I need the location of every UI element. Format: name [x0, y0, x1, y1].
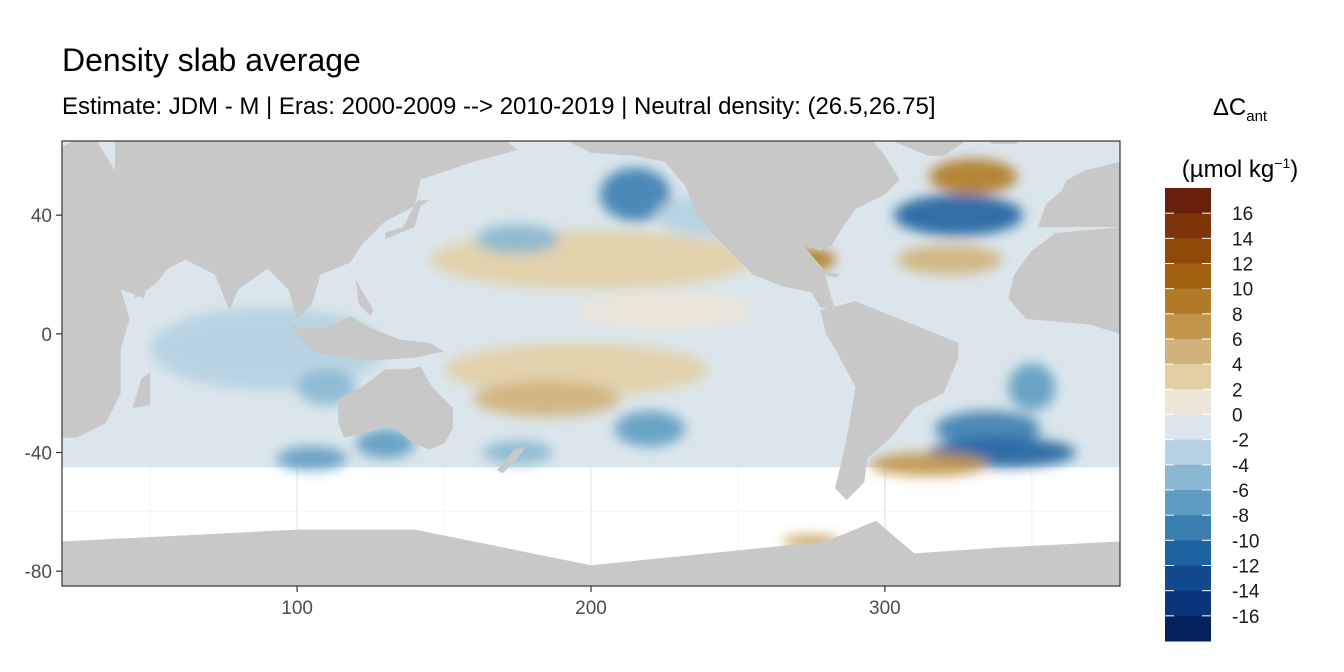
land-antarctica [62, 520, 1120, 586]
legend-title-sub: ant [1246, 107, 1268, 125]
land-europe [1037, 161, 1120, 228]
y-tick-label: 40 [31, 206, 52, 227]
land-philippines [355, 280, 374, 317]
colorbar-step [1165, 263, 1211, 290]
anomaly-region [934, 410, 1041, 447]
colorbar-step [1165, 464, 1211, 491]
land-south-america [820, 301, 959, 500]
colorbar-step [1165, 615, 1211, 642]
land-cuba [811, 268, 841, 278]
colorbar-step [1165, 565, 1211, 592]
legend-title: ΔCant (µmol kg−1) [1160, 85, 1320, 193]
colorbar-step [1165, 313, 1211, 340]
colorbar-label: 6 [1232, 330, 1243, 351]
y-tick-label: -80 [25, 562, 52, 583]
anomaly-region [893, 194, 1024, 236]
anomaly-region [297, 369, 356, 406]
x-tick-label: 200 [575, 598, 607, 619]
anomaly-region [599, 167, 671, 222]
y-tick-label: -40 [25, 444, 52, 465]
anomaly-region [473, 381, 621, 417]
land-north-america [567, 141, 900, 311]
colorbar-label: -14 [1232, 582, 1260, 603]
land-mask [62, 141, 1120, 586]
chart-subtitle: Estimate: JDM - M | Eras: 2000-2009 --> … [62, 93, 936, 120]
colorbar-step [1165, 339, 1211, 365]
anomaly-region [614, 410, 686, 447]
colorbar-step [1165, 590, 1211, 617]
colorbar-label: 2 [1232, 380, 1243, 401]
colorbar-step [1165, 238, 1211, 264]
anomaly-region [444, 342, 709, 397]
colorbar-label: -16 [1232, 607, 1259, 628]
anomaly-region [576, 292, 753, 328]
anomaly-region [870, 452, 988, 477]
x-tick-label: 100 [281, 598, 313, 619]
colorbar-label: 12 [1232, 255, 1253, 276]
anomaly-region [476, 224, 559, 254]
colorbar: 16 14 12 10 8 6 4 2 0 -2 -4 -6 -8 -10 -12 -14 -16 [1165, 188, 1260, 642]
colorbar-step [1165, 188, 1211, 214]
colorbar-label: 10 [1232, 280, 1253, 301]
colorbar-step [1165, 213, 1211, 239]
colorbar-label: -8 [1232, 506, 1249, 527]
colorbar-step [1165, 414, 1211, 441]
anomaly-region [896, 244, 1003, 275]
colorbar-label: -12 [1232, 557, 1259, 578]
colorbar-label: -10 [1232, 531, 1259, 552]
colorbar-label: 4 [1232, 355, 1243, 376]
land-iceland [990, 141, 1018, 144]
colorbar-label: -6 [1232, 481, 1249, 502]
legend-unit-pre: (µmol kg [1181, 155, 1275, 183]
colorbar-step [1165, 364, 1211, 390]
colorbar-label: 16 [1232, 204, 1253, 225]
land-indonesia [285, 316, 445, 361]
legend-unit-sup: −1 [1274, 154, 1291, 171]
colorbar-step [1165, 439, 1211, 466]
land-greenland [892, 141, 966, 156]
colorbar-step [1165, 515, 1211, 541]
colorbar-label: 8 [1232, 305, 1243, 326]
colorbar-step [1165, 389, 1211, 415]
legend-title-main: ΔC [1212, 94, 1247, 121]
land-australia [338, 366, 453, 450]
land-africa-west [1008, 227, 1120, 334]
chart-title: Density slab average [62, 42, 361, 78]
land-japan [385, 200, 430, 239]
anomaly-region [355, 428, 415, 459]
anomaly-region [1008, 363, 1056, 411]
land-new-zealand [496, 446, 527, 474]
colorbar-step [1165, 540, 1211, 566]
x-tick-label: 300 [869, 598, 901, 619]
land-madagascar [132, 372, 151, 408]
colorbar-label: 0 [1232, 406, 1243, 427]
y-tick-label: 0 [41, 325, 52, 346]
anomaly-region [276, 446, 348, 471]
anomaly-regions [150, 158, 1076, 548]
land-eurasia [109, 141, 518, 319]
anomaly-region [928, 158, 1018, 195]
colorbar-step [1165, 490, 1211, 516]
colorbar-label: 14 [1232, 229, 1254, 250]
colorbar-step [1165, 288, 1211, 315]
colorbar-label: -4 [1232, 456, 1249, 477]
colorbar-label: -2 [1232, 431, 1249, 452]
axes: 40 0 -40 -80 100 200 300 [25, 206, 901, 619]
legend-unit-post: ) [1290, 155, 1299, 183]
